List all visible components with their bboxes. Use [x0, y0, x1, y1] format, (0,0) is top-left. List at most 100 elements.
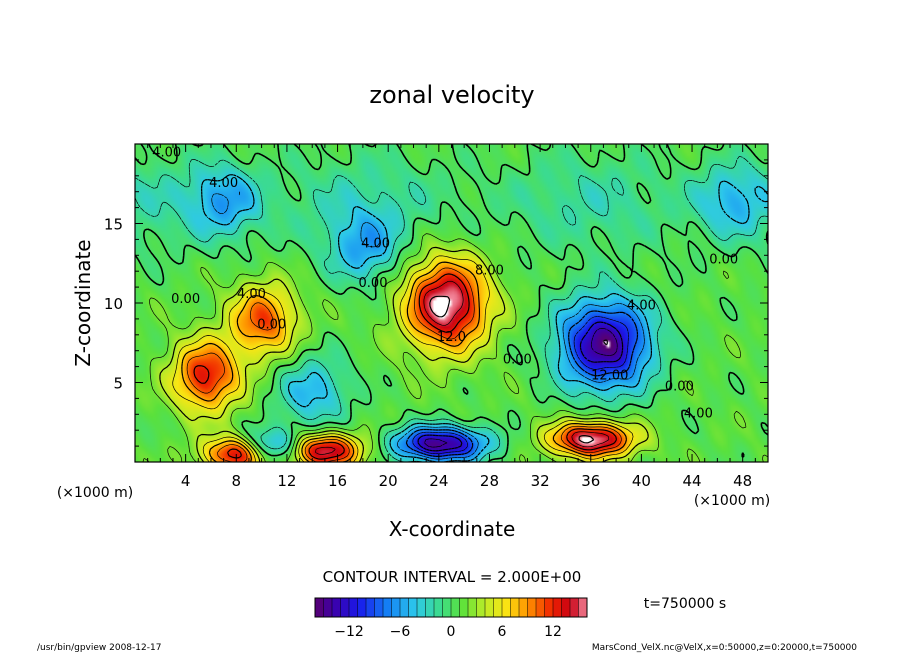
colorbar-cell — [400, 598, 409, 617]
contour-label: 8.00 — [475, 263, 504, 278]
contour-line — [135, 156, 768, 462]
colorbar-cell — [332, 598, 341, 617]
x-tick-label: 36 — [581, 472, 600, 490]
colorbar-cell — [502, 598, 511, 617]
contour-line — [424, 327, 618, 448]
z-tick-label: 10 — [104, 295, 123, 313]
contour-label: 4.00 — [684, 406, 713, 421]
contour-line — [602, 339, 608, 346]
contour-label: 4.00 — [209, 176, 238, 191]
colorbar-tick-label: −6 — [390, 624, 411, 640]
x-axis-ticks: 4 8 12 16 20 24 28 32 36 40 44 48 — [134, 144, 769, 490]
contour-interval-text: CONTOUR INTERVAL = 2.000E+00 — [323, 568, 582, 586]
contour-label: 0.00 — [359, 276, 388, 291]
colorbar-cell — [561, 598, 571, 617]
contour-line — [417, 321, 624, 452]
contour-label: 0.00 — [257, 317, 286, 332]
colorbar-tick-label: 6 — [498, 624, 507, 640]
x-tick-label: 44 — [682, 472, 701, 490]
colorbar-cell — [315, 598, 324, 617]
colorbar-cell — [357, 598, 367, 617]
x-tick-label: 28 — [480, 472, 499, 490]
x-unit-left: (×1000 m) — [57, 485, 133, 501]
colorbar-cell — [536, 598, 545, 617]
colorbar-cell — [459, 598, 469, 617]
colorbar-tick-label: 0 — [447, 624, 456, 640]
colorbar-frame — [314, 597, 588, 618]
x-unit-right: (×1000 m) — [694, 493, 770, 509]
contour-lines — [135, 144, 768, 462]
colorbar-cell — [434, 598, 443, 617]
chart-title: zonal velocity — [369, 81, 534, 109]
colorbar-cell — [442, 598, 452, 617]
x-axis-label: X-coordinate — [389, 517, 516, 541]
x-tick-label: 16 — [328, 472, 347, 490]
x-tick-label: 48 — [733, 472, 752, 490]
contour-line — [201, 174, 768, 462]
contour-line — [405, 310, 639, 457]
colorbar-cell — [383, 598, 392, 617]
contour-line — [181, 261, 627, 462]
colorbar-cell — [510, 598, 520, 617]
colorbar-cell — [374, 598, 384, 617]
x-tick-label: 32 — [531, 472, 550, 490]
colorbar-cell — [493, 598, 503, 617]
colorbar: −12 −6 0 6 12 — [314, 597, 588, 640]
colorbar-tick-label: −12 — [334, 624, 364, 640]
contour-label: 12.00 — [591, 368, 628, 383]
z-tick-label: 15 — [104, 216, 123, 234]
colorbar-cell — [451, 598, 460, 617]
contour-labels: 4.00 4.00 4.00 4.00 0.00 0.00 8.00 12.0 0.00 4.00… — [152, 146, 738, 422]
contour-label: 4.00 — [152, 146, 181, 161]
contour-line — [172, 255, 634, 462]
velocity-field — [135, 144, 768, 462]
z-axis-ticks: 5 10 15 — [104, 143, 768, 463]
x-tick-label: 20 — [379, 472, 398, 490]
contour-label: 4.00 — [237, 287, 266, 302]
colorbar-cell — [578, 598, 588, 617]
colorbar-cell — [553, 598, 562, 617]
contour-line — [193, 273, 617, 460]
colorbar-cell — [485, 598, 494, 617]
colorbar-cell — [425, 598, 435, 617]
contour-line — [429, 295, 595, 444]
contour-line — [211, 191, 645, 460]
colorbar-cell — [570, 598, 579, 617]
colorbar-cell — [476, 598, 486, 617]
contour-line — [412, 316, 629, 455]
colorbar-cell — [544, 598, 554, 617]
colorbar-cell — [349, 598, 358, 617]
contour-label: 0.00 — [171, 292, 200, 307]
contour-line — [142, 233, 768, 462]
colorbar-cell — [408, 598, 418, 617]
footer-left: /usr/bin/gpview 2008-12-17 — [37, 643, 161, 653]
colorbar-cell — [323, 598, 333, 617]
contour-label: 0.00 — [709, 252, 738, 267]
x-tick-label: 8 — [232, 472, 242, 490]
contour-label: 12.0 — [437, 330, 466, 345]
contour-line — [186, 267, 622, 462]
contour-label: 4.00 — [361, 236, 390, 251]
x-tick-label: 24 — [429, 472, 448, 490]
colorbar-cell — [417, 598, 426, 617]
colorbar-cell — [366, 598, 375, 617]
z-tick-label: 5 — [113, 375, 123, 393]
contour-label: 4.00 — [627, 298, 656, 313]
plot-area: 4.00 4.00 4.00 4.00 0.00 0.00 8.00 12.0 0.00 4.00… — [104, 143, 769, 490]
colorbar-cell — [527, 598, 537, 617]
contour-label: 0.00 — [503, 352, 532, 367]
colorbar-cell — [519, 598, 528, 617]
colorbar-cell — [340, 598, 350, 617]
x-tick-label: 12 — [277, 472, 296, 490]
z-axis-label: Z-coordinate — [71, 239, 95, 366]
footer-right: MarsCond_VelX.nc@VelX,x=0:50000,z=0:2000… — [592, 643, 857, 653]
colorbar-cell — [391, 598, 401, 617]
contour-label: 0.00 — [665, 379, 694, 394]
colorbar-cell — [468, 598, 477, 617]
x-tick-label: 40 — [632, 472, 651, 490]
contour-line — [159, 246, 649, 462]
contour-line — [315, 280, 610, 455]
time-label: t=750000 s — [644, 596, 726, 612]
colorbar-tick-label: 12 — [544, 624, 562, 640]
